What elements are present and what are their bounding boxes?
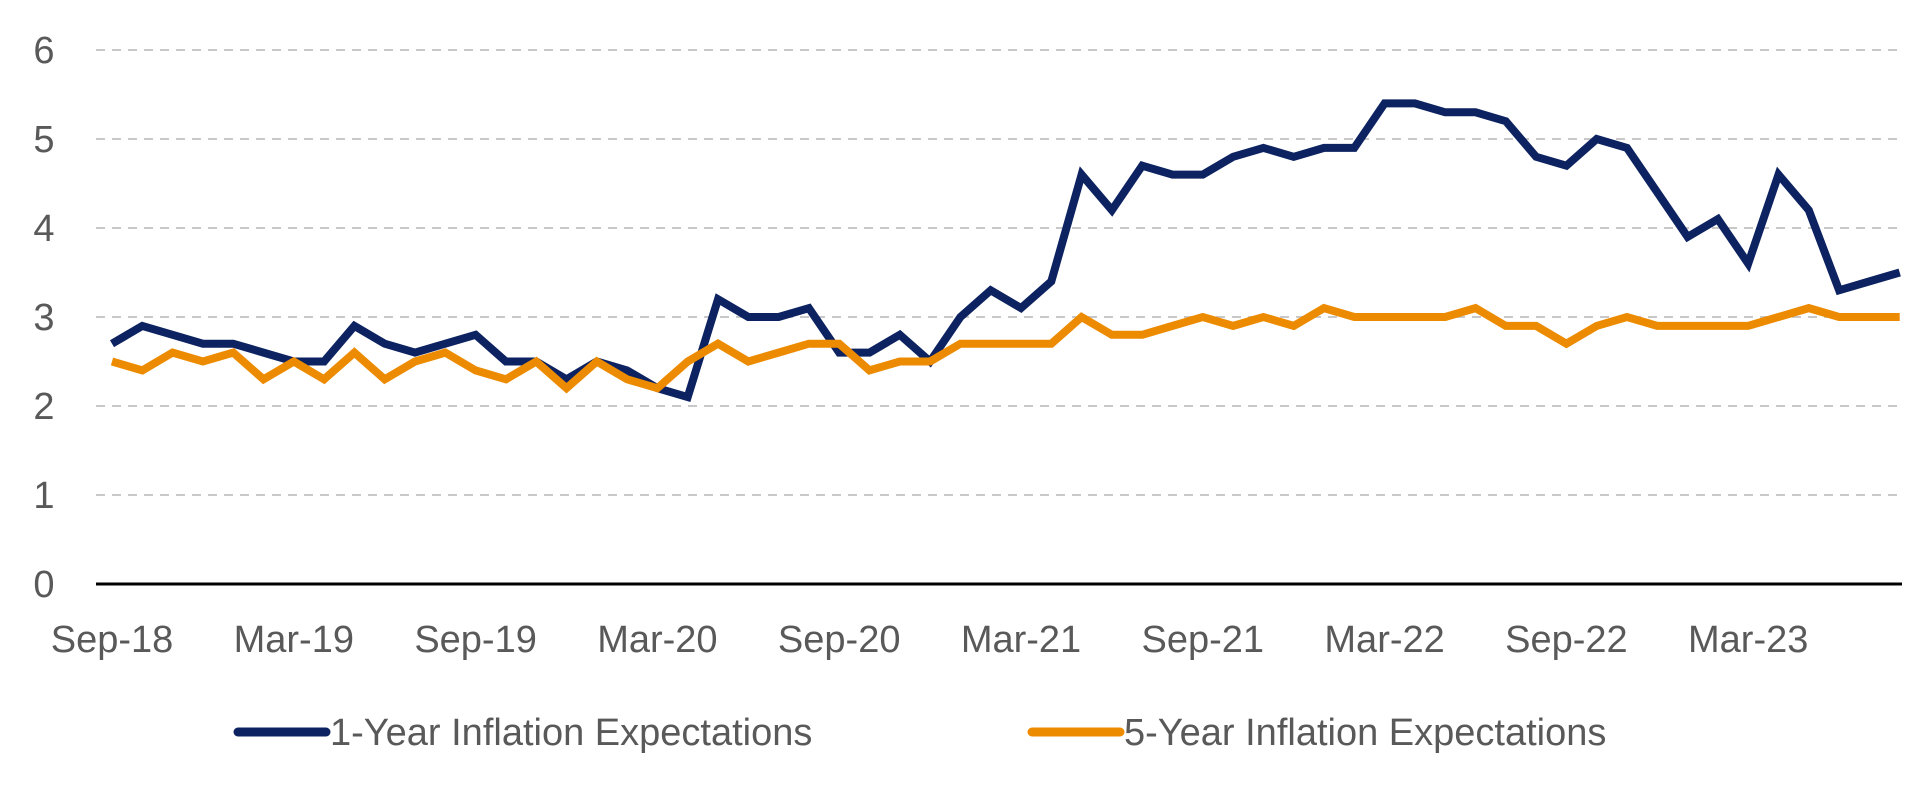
legend: 1-Year Inflation Expectations 5-Year Infl… — [233, 712, 1606, 754]
x-tick-label: Mar-22 — [1324, 619, 1444, 661]
y-tick-label: 6 — [33, 30, 54, 72]
series-line-2 — [110, 303, 1900, 394]
x-tick-label: Sep-20 — [778, 619, 901, 661]
x-tick-label: Mar-21 — [961, 619, 1081, 661]
gridlines — [96, 49, 1902, 496]
x-tick-label: Sep-22 — [1505, 619, 1628, 661]
x-tick-label: Sep-21 — [1142, 619, 1265, 661]
y-tick-label: 5 — [33, 119, 54, 161]
x-tick-label: Mar-19 — [234, 619, 354, 661]
x-tick-label: Mar-20 — [597, 619, 717, 661]
y-tick-label: 3 — [33, 297, 54, 339]
x-axis-tick-labels: Sep-18 Mar-19 Sep-19 Mar-20 Sep-20 Mar-21 Sep-… — [51, 619, 1809, 661]
series-line-1 — [109, 99, 1901, 403]
y-tick-label: 1 — [33, 475, 54, 517]
y-tick-label: 4 — [33, 208, 54, 250]
x-tick-label: Mar-23 — [1688, 619, 1808, 661]
legend-label-2: 5-Year Inflation Expectations — [1124, 712, 1606, 754]
legend-label-1: 1-Year Inflation Expectations — [330, 712, 812, 754]
y-axis-tick-labels: 0 1 2 3 4 5 6 — [33, 30, 54, 606]
x-tick-label: Sep-18 — [51, 619, 174, 661]
y-tick-label: 0 — [33, 564, 54, 606]
x-tick-label: Sep-19 — [414, 619, 537, 661]
y-tick-label: 2 — [33, 386, 54, 428]
series-layer — [109, 99, 1901, 403]
